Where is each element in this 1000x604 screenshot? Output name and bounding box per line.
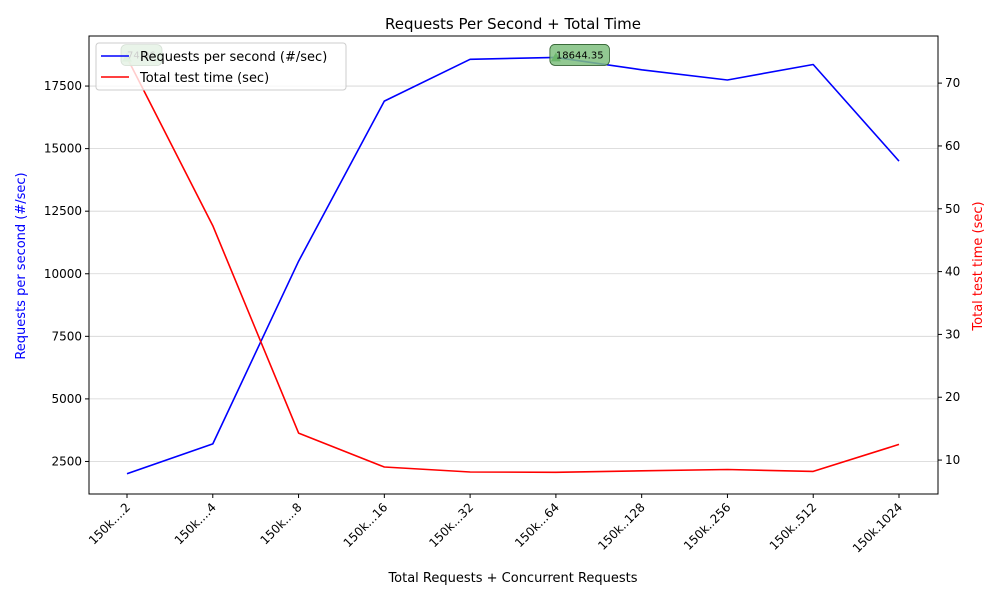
legend: Requests per second (#/sec) Total test ti… [95,42,347,91]
y-left-tick-label: 17500 [44,79,82,93]
x-tick-label: 150k..256 [681,500,734,553]
y-axis-left-label: Requests per second (#/sec) [14,172,29,359]
axes-layer: 2500 5000 7500 10000 12500 15000 17500 10 20 30 40… [44,35,960,556]
y-right-tick-label: 70 [945,76,960,90]
x-tick-label: 150k.1024 [850,500,905,555]
grid-layer [89,85,938,462]
y-axis-right-label: Total test time (sec) [971,201,986,331]
x-tick-label: 150k..512 [767,500,820,553]
y-right-tick-label: 40 [945,265,960,279]
y-left-tick-label: 7500 [51,329,82,343]
x-tick-label: 150k...16 [341,500,391,550]
y-left-tick-label: 12500 [44,204,82,218]
x-tick-label: 150k..128 [595,500,648,553]
series-layer [126,56,900,475]
annotation-label: 18644.35 [556,50,604,61]
x-tick-label: 150k....2 [86,500,133,547]
x-tick-label: 150k...32 [426,500,476,550]
chart-title: Requests Per Second + Total Time [385,15,641,33]
y-right-tick-label: 10 [945,453,960,467]
y-left-tick-label: 10000 [44,267,82,281]
plot-frame [88,35,939,495]
y-left-tick-label: 5000 [51,392,82,406]
legend-box [95,42,347,91]
series-line-0 [126,56,900,475]
y-left-tick-label: 15000 [44,142,82,156]
annotation-box [549,44,610,66]
legend-label: Requests per second (#/sec) [140,50,327,65]
y-right-tick-label: 60 [945,139,960,153]
y-right-tick-label: 20 [945,390,960,404]
legend-label: Total test time (sec) [139,71,269,86]
x-tick-label: 150k...64 [512,500,562,550]
series-line-1 [126,57,900,474]
y-left-tick-label: 2500 [51,454,82,468]
x-tick-label: 150k....4 [172,500,219,547]
x-tick-label: 150k....8 [257,500,304,547]
y-right-tick-label: 30 [945,327,960,341]
y-right-tick-label: 50 [945,202,960,216]
x-axis-label: Total Requests + Concurrent Requests [387,571,637,586]
